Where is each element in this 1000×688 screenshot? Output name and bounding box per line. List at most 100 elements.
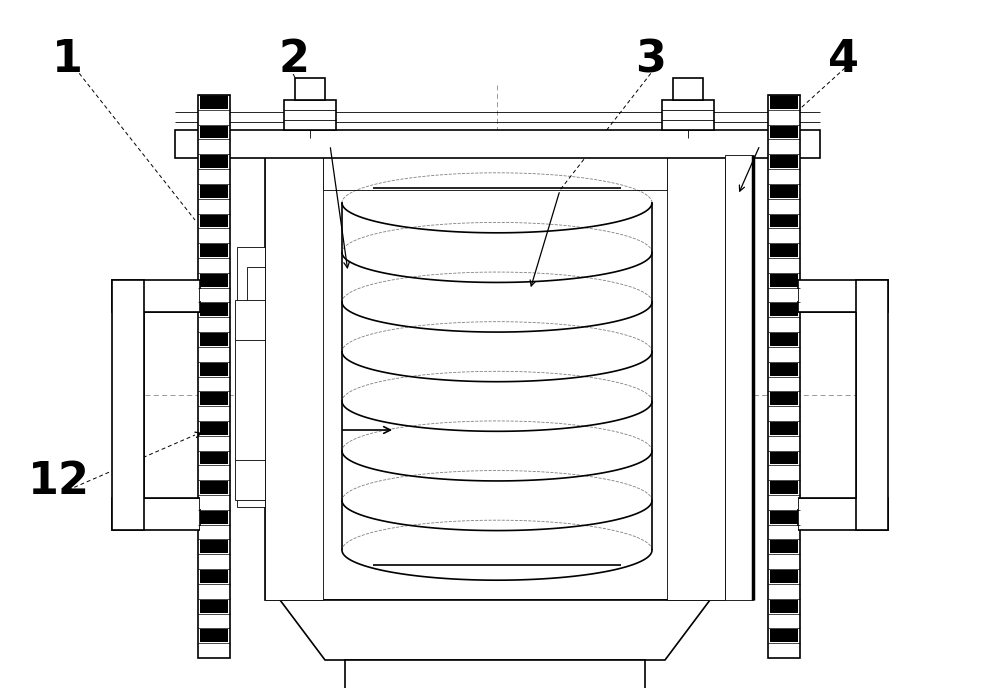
Bar bbox=[200, 526, 228, 539]
Bar bbox=[768, 95, 800, 658]
Bar bbox=[235, 300, 265, 500]
Bar bbox=[200, 155, 228, 168]
Bar bbox=[200, 185, 228, 197]
Bar bbox=[265, 155, 725, 600]
Bar bbox=[200, 288, 228, 301]
Bar bbox=[770, 170, 798, 183]
Bar bbox=[770, 126, 798, 138]
Bar bbox=[200, 614, 228, 627]
Bar bbox=[770, 496, 798, 509]
Bar bbox=[770, 570, 798, 583]
Bar bbox=[667, 155, 725, 600]
Bar bbox=[323, 155, 667, 190]
Bar bbox=[200, 422, 228, 435]
Bar bbox=[237, 247, 265, 507]
Bar bbox=[770, 259, 798, 272]
Bar bbox=[200, 244, 228, 257]
Bar bbox=[345, 660, 645, 688]
Bar bbox=[200, 511, 228, 524]
Bar bbox=[770, 526, 798, 539]
Bar bbox=[112, 280, 144, 530]
Bar bbox=[770, 600, 798, 612]
Bar bbox=[770, 378, 798, 390]
Bar bbox=[200, 215, 228, 227]
Bar bbox=[770, 215, 798, 227]
Bar bbox=[770, 585, 798, 598]
Bar bbox=[798, 280, 888, 312]
Bar bbox=[200, 259, 228, 272]
Bar bbox=[725, 155, 753, 600]
Bar bbox=[200, 644, 228, 657]
Bar bbox=[200, 363, 228, 376]
Bar bbox=[198, 95, 230, 658]
Bar bbox=[200, 140, 228, 153]
Bar bbox=[770, 96, 798, 109]
Bar bbox=[200, 229, 228, 242]
Bar bbox=[200, 466, 228, 480]
Bar bbox=[247, 267, 265, 487]
Bar bbox=[200, 111, 228, 124]
Bar bbox=[770, 511, 798, 524]
Text: 12: 12 bbox=[28, 460, 90, 503]
Bar bbox=[200, 570, 228, 583]
Bar bbox=[200, 126, 228, 138]
Bar bbox=[662, 100, 714, 130]
Bar bbox=[200, 496, 228, 509]
Text: 4: 4 bbox=[828, 38, 859, 81]
Bar bbox=[770, 348, 798, 361]
Bar bbox=[770, 274, 798, 287]
Bar bbox=[770, 407, 798, 420]
Bar bbox=[200, 378, 228, 390]
Bar bbox=[770, 644, 798, 657]
Bar bbox=[200, 600, 228, 612]
Bar bbox=[770, 111, 798, 124]
Bar bbox=[200, 333, 228, 346]
Bar bbox=[295, 78, 325, 100]
Bar bbox=[770, 481, 798, 494]
Bar bbox=[284, 100, 336, 130]
Bar bbox=[770, 541, 798, 553]
Bar bbox=[770, 363, 798, 376]
Bar bbox=[200, 481, 228, 494]
Bar bbox=[770, 140, 798, 153]
Text: 2: 2 bbox=[278, 38, 309, 81]
Bar bbox=[770, 451, 798, 464]
Bar bbox=[200, 303, 228, 316]
Bar bbox=[673, 78, 703, 100]
Bar bbox=[770, 422, 798, 435]
Bar bbox=[770, 185, 798, 197]
Bar bbox=[200, 585, 228, 598]
Bar bbox=[770, 200, 798, 213]
Bar bbox=[770, 155, 798, 168]
Bar bbox=[200, 407, 228, 420]
Bar bbox=[200, 319, 228, 331]
Bar bbox=[770, 392, 798, 405]
Bar bbox=[770, 229, 798, 242]
Bar bbox=[770, 555, 798, 568]
Bar bbox=[200, 392, 228, 405]
Bar bbox=[770, 466, 798, 480]
Bar bbox=[200, 437, 228, 449]
Bar bbox=[175, 130, 820, 158]
Bar bbox=[856, 280, 888, 530]
Bar bbox=[200, 348, 228, 361]
Bar bbox=[200, 170, 228, 183]
Bar bbox=[200, 630, 228, 642]
Bar bbox=[798, 498, 888, 530]
Bar bbox=[770, 288, 798, 301]
Bar bbox=[770, 437, 798, 449]
Bar bbox=[200, 274, 228, 287]
Bar bbox=[770, 319, 798, 331]
Bar bbox=[200, 555, 228, 568]
Text: 3: 3 bbox=[635, 38, 666, 81]
Polygon shape bbox=[280, 600, 710, 660]
Bar bbox=[770, 614, 798, 627]
Bar bbox=[265, 155, 323, 600]
Bar bbox=[112, 498, 200, 530]
Bar bbox=[200, 96, 228, 109]
Bar bbox=[200, 541, 228, 553]
Bar bbox=[770, 244, 798, 257]
Bar bbox=[770, 303, 798, 316]
Text: 1: 1 bbox=[52, 38, 83, 81]
Bar bbox=[770, 333, 798, 346]
